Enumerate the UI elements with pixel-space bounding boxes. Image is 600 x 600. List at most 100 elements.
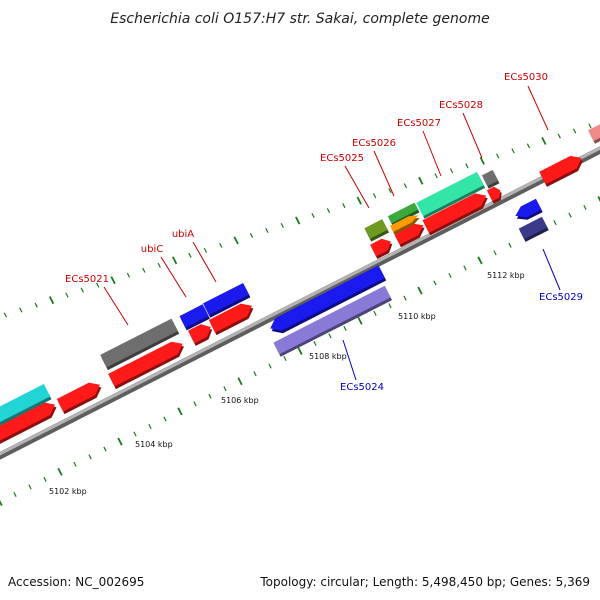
- ruler-tick: [73, 461, 77, 467]
- ruler-tick: [311, 213, 315, 219]
- ruler-tick: [265, 227, 269, 233]
- ruler-tick: [96, 282, 100, 288]
- gray-gene-bar-body: [481, 169, 499, 187]
- lavender-gene-bar: [273, 285, 392, 357]
- ruler-tick: [388, 188, 392, 194]
- ruler-tick: [142, 267, 146, 273]
- gene-label: ECs5021: [65, 274, 109, 285]
- orange-gene-arrow-body: [390, 215, 419, 232]
- mint-gene-bar-body: [416, 171, 484, 217]
- ruler-tick: [403, 183, 408, 189]
- cds-arrow-body: [208, 303, 252, 333]
- gene-label-leader: [422, 130, 442, 177]
- gene-label: ubiC: [141, 244, 163, 255]
- blue-gene-bar-body: [203, 283, 249, 315]
- gene-label-leader: [373, 150, 395, 197]
- ruler-tick: [208, 393, 212, 399]
- ruler-tick: [373, 310, 377, 316]
- ruler-tick: [133, 431, 137, 437]
- ruler-tick: [388, 303, 392, 309]
- gray-gene-bar: [100, 318, 180, 371]
- cds-arrow: [370, 238, 393, 259]
- orange-gene-arrow: [390, 215, 420, 235]
- ruler-tick: [343, 325, 347, 331]
- cds-arrow: [208, 303, 254, 336]
- gene-label: ubiA: [172, 229, 194, 240]
- gene-label-leader: [342, 339, 357, 381]
- cds-arrow: [422, 193, 488, 236]
- ruler-tick: [403, 295, 407, 301]
- lavender-gene-bar-body: [273, 285, 391, 355]
- ruler-tick-label: 5102 kbp: [49, 487, 87, 496]
- ruler-tick-label: 5108 kbp: [309, 352, 347, 361]
- ruler-tick: [297, 347, 303, 355]
- ruler-tick: [511, 148, 515, 154]
- gene-label: ECs5025: [320, 153, 364, 164]
- cds-arrow-body: [486, 186, 501, 202]
- ruler-tick: [28, 484, 32, 490]
- feature-track: [0, 124, 600, 444]
- ruler-tick: [43, 476, 47, 482]
- gene-label: ECs5027: [397, 118, 441, 129]
- blue-reverse-arrow-body: [270, 265, 385, 331]
- ruler-tick: [568, 212, 572, 218]
- ruler-tick: [117, 437, 123, 446]
- ruler-tick: [253, 371, 257, 377]
- navy-gene-bar: [518, 216, 549, 242]
- ruler-tick: [557, 133, 561, 139]
- ruler-tick: [295, 216, 301, 225]
- cds-arrow-body: [422, 193, 487, 233]
- blue-reverse-arrow: [270, 265, 387, 334]
- accession-text: Accession: NC_002695: [8, 575, 144, 589]
- backbone-line: [0, 146, 600, 456]
- ruler-tick: [237, 377, 243, 386]
- ruler-tick: [553, 220, 557, 226]
- ruler-tick: [219, 242, 223, 248]
- ruler-tick: [479, 156, 485, 165]
- olive-gene-bar: [364, 219, 389, 242]
- ruler-tick: [57, 467, 63, 476]
- gene-label-leader: [462, 112, 483, 159]
- genome-summary-text: Topology: circular; Length: 5,498,450 bp…: [259, 575, 590, 589]
- ruler-tick-label: 5104 kbp: [135, 440, 173, 449]
- ruler-tick: [103, 446, 107, 452]
- ruler-tick: [48, 296, 55, 305]
- ruler-tick: [597, 196, 600, 202]
- cds-arrow: [56, 382, 102, 415]
- cds-arrow: [486, 186, 502, 204]
- ruler-tick: [280, 222, 284, 228]
- ruler-tick: [356, 196, 362, 205]
- ruler-tick: [496, 153, 500, 159]
- ruler-tick: [203, 247, 208, 253]
- ruler-tick: [148, 424, 152, 429]
- gene-label-leader: [192, 241, 217, 283]
- cds-arrow-body: [393, 223, 424, 245]
- ruler-tick: [493, 250, 497, 256]
- ruler-tick: [80, 287, 84, 293]
- gray-gene-bar-body: [100, 318, 178, 368]
- gray-gene-bar: [481, 169, 500, 189]
- ruler-tick: [163, 416, 167, 422]
- ruler-tick: [34, 302, 38, 308]
- ruler-tick: [110, 276, 116, 285]
- cyan-gene-bar-body: [0, 384, 51, 423]
- blue-gene-bar: [179, 304, 210, 331]
- ruler-tick: [328, 333, 332, 339]
- ruler-tick: [526, 143, 531, 149]
- gene-label: ECs5028: [439, 100, 483, 111]
- ruler-tick: [223, 386, 227, 392]
- ruler-tick: [572, 128, 577, 134]
- cds-arrow-body: [56, 382, 100, 412]
- orange-gene-arrow-shadow: [391, 217, 420, 235]
- ruler-tick: [433, 280, 437, 286]
- ruler-tick: [3, 312, 8, 318]
- ruler-tick-label: 5106 kbp: [221, 396, 259, 405]
- cds-arrow: [539, 155, 583, 187]
- gene-label: ECs5026: [352, 138, 396, 149]
- blue-gene-bar: [203, 283, 251, 318]
- navy-gene-bar-body: [518, 216, 548, 240]
- ruler-tick: [13, 491, 17, 497]
- cyan-gene-bar: [0, 384, 52, 426]
- blue-gene-bar-body: [179, 304, 209, 328]
